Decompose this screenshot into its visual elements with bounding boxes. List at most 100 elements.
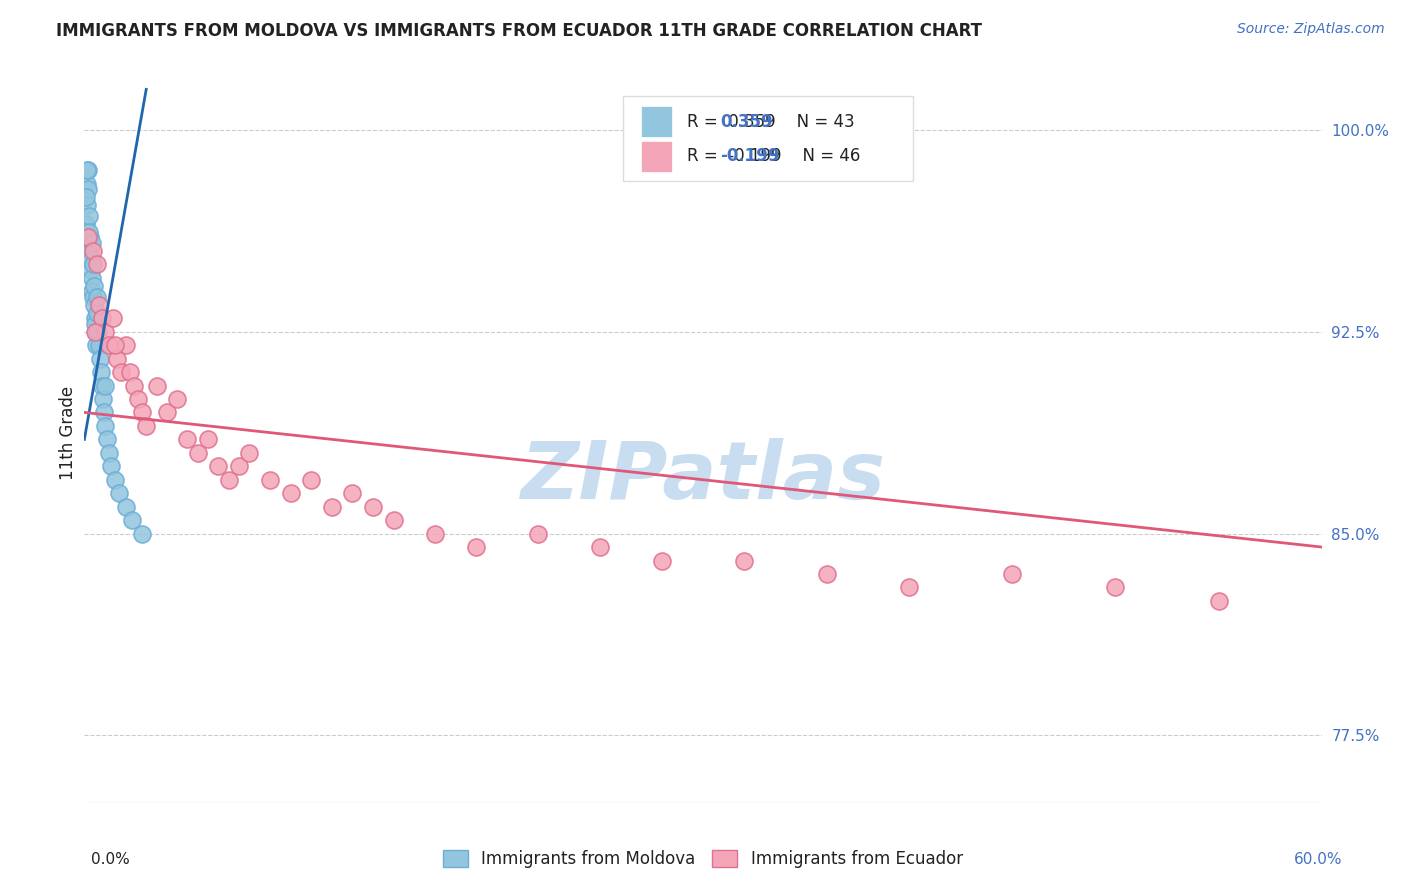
Point [79, 252, 101, 266]
Point [77, 225, 100, 239]
Point [176, 433, 198, 447]
Point [80, 235, 103, 250]
Point [87, 298, 110, 312]
Point [465, 540, 488, 554]
Point [114, 500, 136, 514]
Text: 0.359: 0.359 [720, 112, 773, 130]
Point [83, 325, 105, 339]
Point [84, 317, 107, 331]
Point [527, 526, 550, 541]
Text: Source: ZipAtlas.com: Source: ZipAtlas.com [1237, 22, 1385, 37]
Point [321, 500, 343, 514]
Point [90, 365, 112, 379]
Point [82, 244, 104, 258]
Point [82, 257, 104, 271]
Point [91, 392, 114, 406]
Point [121, 513, 143, 527]
Point [127, 392, 149, 406]
FancyBboxPatch shape [641, 106, 672, 137]
Text: ZIPatlas: ZIPatlas [520, 438, 886, 516]
Point [89, 351, 111, 366]
Point [218, 473, 240, 487]
Legend: Immigrants from Moldova, Immigrants from Ecuador: Immigrants from Moldova, Immigrants from… [436, 843, 970, 875]
Point [166, 392, 188, 406]
Point [259, 473, 281, 487]
Point [77, 230, 100, 244]
Point [122, 378, 145, 392]
Point [103, 311, 125, 326]
Point [96, 433, 118, 447]
Point [94, 418, 117, 433]
Point [207, 459, 229, 474]
Point [90, 378, 112, 392]
Point [83, 298, 105, 312]
Point [77, 182, 100, 196]
FancyBboxPatch shape [623, 95, 914, 181]
Point [76, 198, 98, 212]
Point [75, 190, 97, 204]
Point [733, 553, 755, 567]
Text: 0.0%: 0.0% [91, 852, 131, 867]
Point [86, 338, 108, 352]
Point [76, 163, 98, 178]
Point [77, 163, 100, 178]
FancyBboxPatch shape [641, 141, 672, 172]
Point [299, 473, 322, 487]
Text: 60.0%: 60.0% [1295, 852, 1343, 867]
Point [187, 446, 209, 460]
Point [83, 279, 105, 293]
Point [238, 446, 260, 460]
Point [898, 581, 921, 595]
Point [79, 230, 101, 244]
Point [1208, 594, 1230, 608]
Point [87, 338, 110, 352]
Point [131, 405, 153, 419]
Point [77, 209, 100, 223]
Point [80, 270, 103, 285]
Point [382, 513, 405, 527]
Point [1001, 566, 1024, 581]
Y-axis label: 11th Grade: 11th Grade [59, 385, 77, 480]
Text: IMMIGRANTS FROM MOLDOVA VS IMMIGRANTS FROM ECUADOR 11TH GRADE CORRELATION CHART: IMMIGRANTS FROM MOLDOVA VS IMMIGRANTS FR… [56, 22, 983, 40]
Point [86, 257, 108, 271]
Point [197, 433, 219, 447]
Point [86, 290, 108, 304]
Point [79, 244, 101, 258]
Point [423, 526, 446, 541]
Point [98, 446, 121, 460]
Point [93, 405, 115, 419]
Text: R =  -0.199    N = 46: R = -0.199 N = 46 [688, 147, 860, 165]
Text: R =  0.359    N = 43: R = 0.359 N = 43 [688, 112, 855, 130]
Point [104, 338, 127, 352]
Point [94, 325, 117, 339]
Point [94, 378, 117, 392]
Point [104, 473, 127, 487]
Point [135, 418, 157, 433]
Point [145, 378, 167, 392]
Point [361, 500, 384, 514]
Point [815, 566, 838, 581]
Point [82, 290, 104, 304]
Point [156, 405, 179, 419]
Text: -0.199: -0.199 [720, 147, 780, 165]
Point [118, 365, 141, 379]
Point [100, 459, 122, 474]
Point [131, 526, 153, 541]
Point [90, 311, 112, 326]
Point [105, 351, 128, 366]
Point [75, 217, 97, 231]
Point [108, 486, 131, 500]
Point [1104, 581, 1126, 595]
Point [80, 262, 103, 277]
Point [589, 540, 612, 554]
Point [342, 486, 364, 500]
Point [83, 311, 105, 326]
Point [651, 553, 673, 567]
Point [110, 365, 132, 379]
Point [84, 325, 107, 339]
Point [76, 177, 98, 191]
Point [228, 459, 250, 474]
Point [98, 338, 121, 352]
Point [86, 306, 108, 320]
Point [280, 486, 302, 500]
